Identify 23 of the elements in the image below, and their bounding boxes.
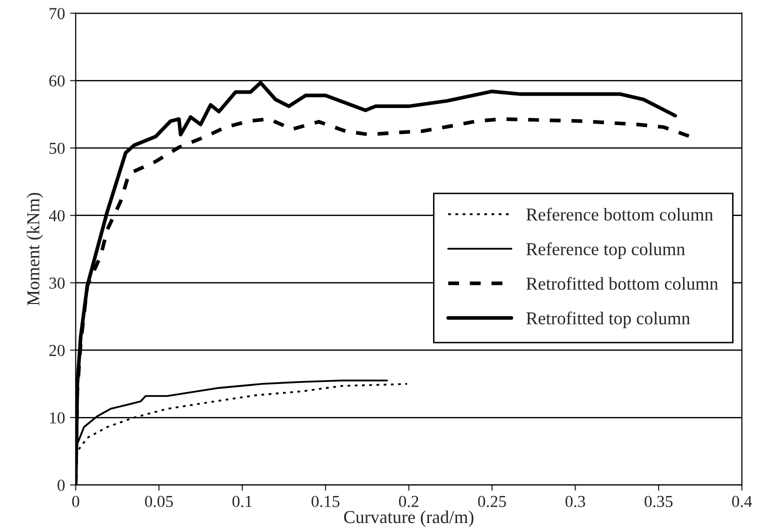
x-tick-label: 0.1: [232, 496, 252, 508]
y-tick-label: 20: [49, 344, 65, 356]
x-tick-label: 0.3: [566, 496, 586, 508]
x-tick-label: 0: [72, 496, 80, 508]
legend-label: Reference bottom column: [526, 208, 714, 221]
y-tick-label: 60: [49, 75, 65, 87]
x-tick-label: 0.05: [145, 496, 173, 508]
y-tick-label: 40: [48, 210, 65, 222]
y-tick-label: 50: [50, 142, 65, 154]
x-tick-label: 0.2: [399, 496, 418, 508]
y-tick-label: 70: [50, 8, 65, 20]
x-axis-title: Curvature (rad/m): [344, 510, 474, 527]
legend-label: Reference top column: [526, 242, 685, 259]
y-tick-label: 10: [50, 412, 65, 424]
legend-label: Retrofitted bottom column: [526, 276, 718, 290]
y-tick-label: 0: [58, 480, 65, 491]
y-axis-title: Moment (kNm): [26, 192, 44, 306]
legend-label: Retrofitted top column: [526, 312, 690, 328]
x-tick-label: 0.4: [732, 496, 752, 508]
y-tick-label: 30: [49, 277, 65, 289]
x-tick-label: 0.15: [312, 496, 340, 508]
x-tick-label: 0.25: [478, 496, 506, 508]
x-tick-label: 0.35: [644, 496, 673, 508]
